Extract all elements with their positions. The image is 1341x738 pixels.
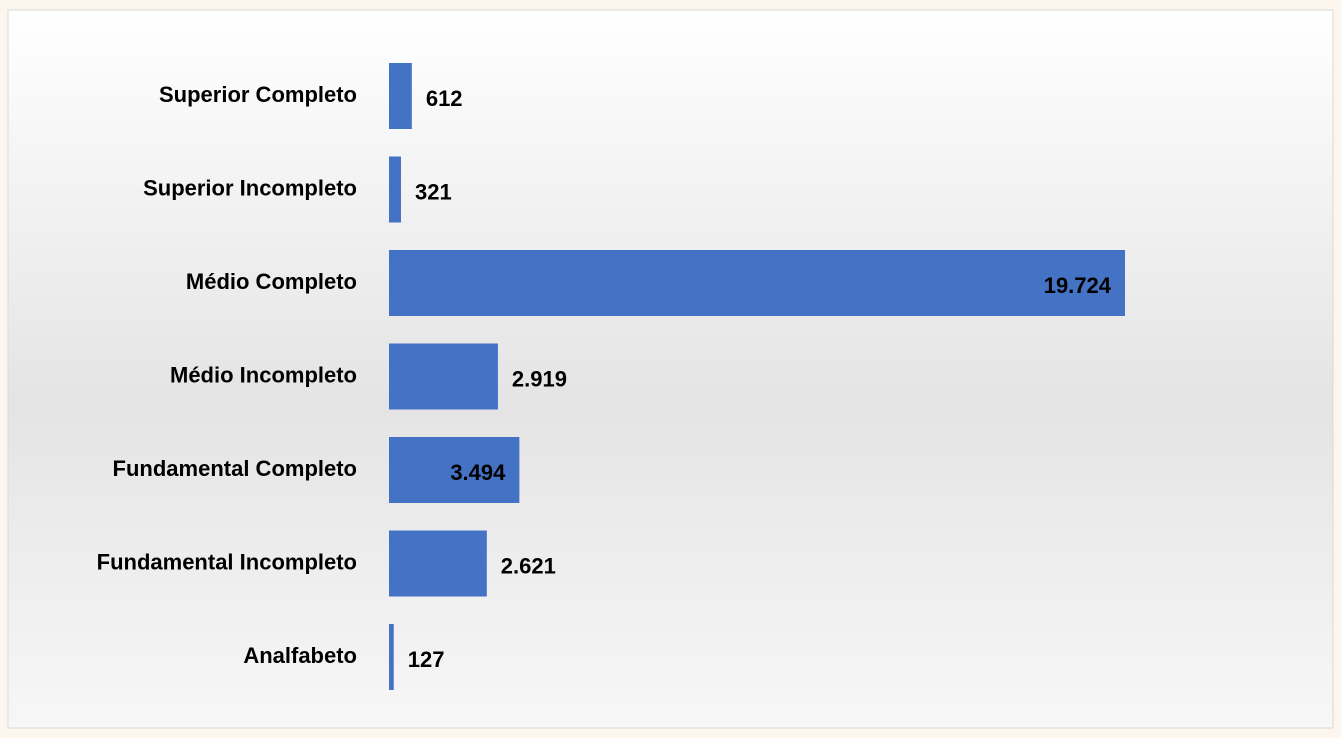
category-label: Analfabeto — [243, 643, 357, 668]
bar — [389, 250, 1125, 316]
bar — [389, 437, 520, 503]
category-label: Superior Incompleto — [143, 175, 357, 200]
bar — [389, 63, 412, 129]
value-label: 3.494 — [450, 460, 506, 485]
category-label: Médio Completo — [186, 269, 357, 294]
category-label: Fundamental Completo — [113, 456, 357, 481]
value-label: 19.724 — [1044, 273, 1112, 298]
bar — [389, 530, 487, 597]
value-label: 2.919 — [512, 366, 567, 391]
value-label: 612 — [426, 86, 463, 111]
category-label: Superior Completo — [159, 82, 357, 107]
value-label: 127 — [408, 647, 445, 672]
category-label: Médio Incompleto — [170, 362, 357, 387]
category-label: Fundamental Incompleto — [97, 549, 357, 574]
bar — [389, 156, 401, 223]
bar — [389, 343, 498, 410]
plot-panel — [7, 9, 1334, 729]
value-label: 321 — [415, 179, 452, 204]
value-label: 2.621 — [501, 553, 556, 578]
bar — [389, 624, 394, 690]
